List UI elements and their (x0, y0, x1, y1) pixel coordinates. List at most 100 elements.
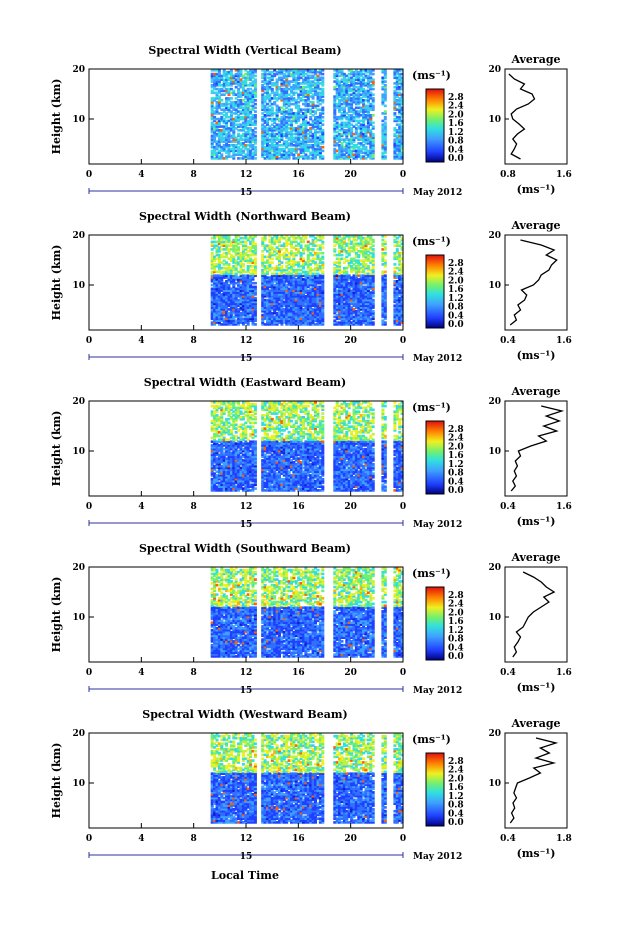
heatmap-cell (381, 70, 385, 74)
heatmap-cell (338, 149, 342, 153)
heatmap-cell (253, 117, 257, 121)
heatmap-cell (263, 323, 267, 326)
heatmap-cell (237, 69, 241, 72)
heatmap-cell (241, 274, 245, 277)
heatmap-cell (316, 97, 320, 100)
heatmap-cell (244, 145, 248, 149)
heatmap-cell (213, 132, 217, 136)
x-tick-label: 16 (292, 170, 305, 180)
heatmap-cell (263, 276, 267, 279)
heatmap-cell (285, 315, 289, 319)
heatmap-cell (381, 76, 385, 80)
heatmap-cell (232, 293, 236, 296)
heatmap-cell (227, 302, 231, 306)
heatmap-cell (234, 266, 238, 270)
heatmap-cell (366, 140, 370, 143)
heatmap-cell (292, 259, 296, 262)
heatmap-cell (275, 123, 279, 126)
heatmap-cell (229, 291, 233, 294)
heatmap-cell (210, 242, 214, 246)
heatmap-cell (280, 321, 284, 324)
heatmap-cell (239, 255, 243, 259)
heatmap-cell (347, 110, 351, 113)
heatmap-cell (266, 136, 269, 140)
heatmap-cell (321, 265, 325, 268)
heatmap-cell (278, 319, 281, 322)
heatmap-cell (285, 244, 289, 247)
heatmap-cell (253, 257, 257, 261)
heatmap-cell (369, 121, 373, 125)
heatmap-cell (306, 272, 310, 276)
heatmap-cell (246, 149, 250, 153)
heatmap-cell (210, 142, 214, 145)
heatmap-cell (297, 276, 301, 279)
heatmap-cell (263, 130, 267, 134)
heatmap-cell (357, 315, 361, 319)
heatmap-cell (229, 125, 233, 128)
heatmap-cell (297, 268, 301, 272)
heatmap-cell (340, 72, 344, 76)
heatmap-cell (302, 74, 305, 78)
heatmap-cell (268, 153, 272, 156)
heatmap-cell (270, 97, 274, 100)
heatmap-cell (364, 259, 368, 262)
heatmap-cell (282, 117, 286, 121)
heatmap-cell (352, 145, 356, 149)
heatmap-cell (229, 136, 233, 140)
heatmap-cell (364, 310, 368, 313)
heatmap-cell (261, 125, 265, 128)
heatmap-cell (263, 287, 267, 291)
heatmap-cell (316, 151, 320, 155)
heatmap-cell (371, 80, 375, 83)
heatmap-cell (234, 323, 238, 326)
heatmap-cell (381, 119, 385, 123)
heatmap-cell (400, 114, 404, 117)
heatmap-cell (275, 145, 279, 149)
heatmap-cell (381, 323, 385, 326)
heatmap-cell (275, 110, 279, 113)
heatmap-cell (369, 134, 373, 138)
heatmap-cell (357, 266, 361, 270)
heatmap-cell (393, 117, 397, 121)
heatmap-cell (215, 104, 219, 108)
heatmap-cell (359, 278, 363, 281)
heatmap-cell (210, 278, 214, 281)
heatmap-cell (234, 97, 238, 100)
heatmap-cell (352, 298, 356, 302)
heatmap-cell (273, 100, 277, 104)
heatmap-cell (383, 104, 387, 108)
heatmap-cell (220, 266, 224, 270)
heatmap-cell (369, 85, 373, 89)
heatmap-cell (227, 274, 231, 277)
heatmap-cell (210, 97, 214, 100)
heatmap-cell (246, 317, 250, 321)
heatmap-cell (217, 304, 221, 307)
heatmap-cell (251, 246, 255, 249)
heatmap-cell (381, 321, 385, 324)
heatmap-cell (304, 291, 308, 294)
heatmap-cell (237, 278, 241, 281)
heatmap-cell (318, 300, 322, 304)
heatmap-cell (311, 248, 315, 251)
heatmap-cell (232, 306, 236, 309)
heatmap-cell (309, 74, 313, 78)
heatmap-cell (350, 265, 354, 268)
heatmap-cell (342, 129, 346, 132)
heatmap-cell (306, 298, 310, 302)
heatmap-cell (335, 261, 339, 264)
heatmap-cell (354, 321, 358, 324)
heatmap-cell (232, 123, 236, 126)
heatmap-cell (220, 149, 224, 153)
heatmap-cell (371, 145, 375, 149)
heatmap-cell (381, 263, 385, 266)
heatmap-cell (278, 278, 281, 281)
heatmap-cell (234, 144, 238, 147)
heatmap-cell (311, 278, 315, 281)
heatmap-cell (287, 82, 291, 85)
heatmap-cell (309, 70, 313, 74)
heatmap-cell (263, 313, 267, 317)
heatmap-cell (352, 304, 356, 307)
heatmap-cell (266, 108, 269, 111)
heatmap-cell (342, 110, 346, 113)
heatmap-cell (282, 236, 286, 240)
